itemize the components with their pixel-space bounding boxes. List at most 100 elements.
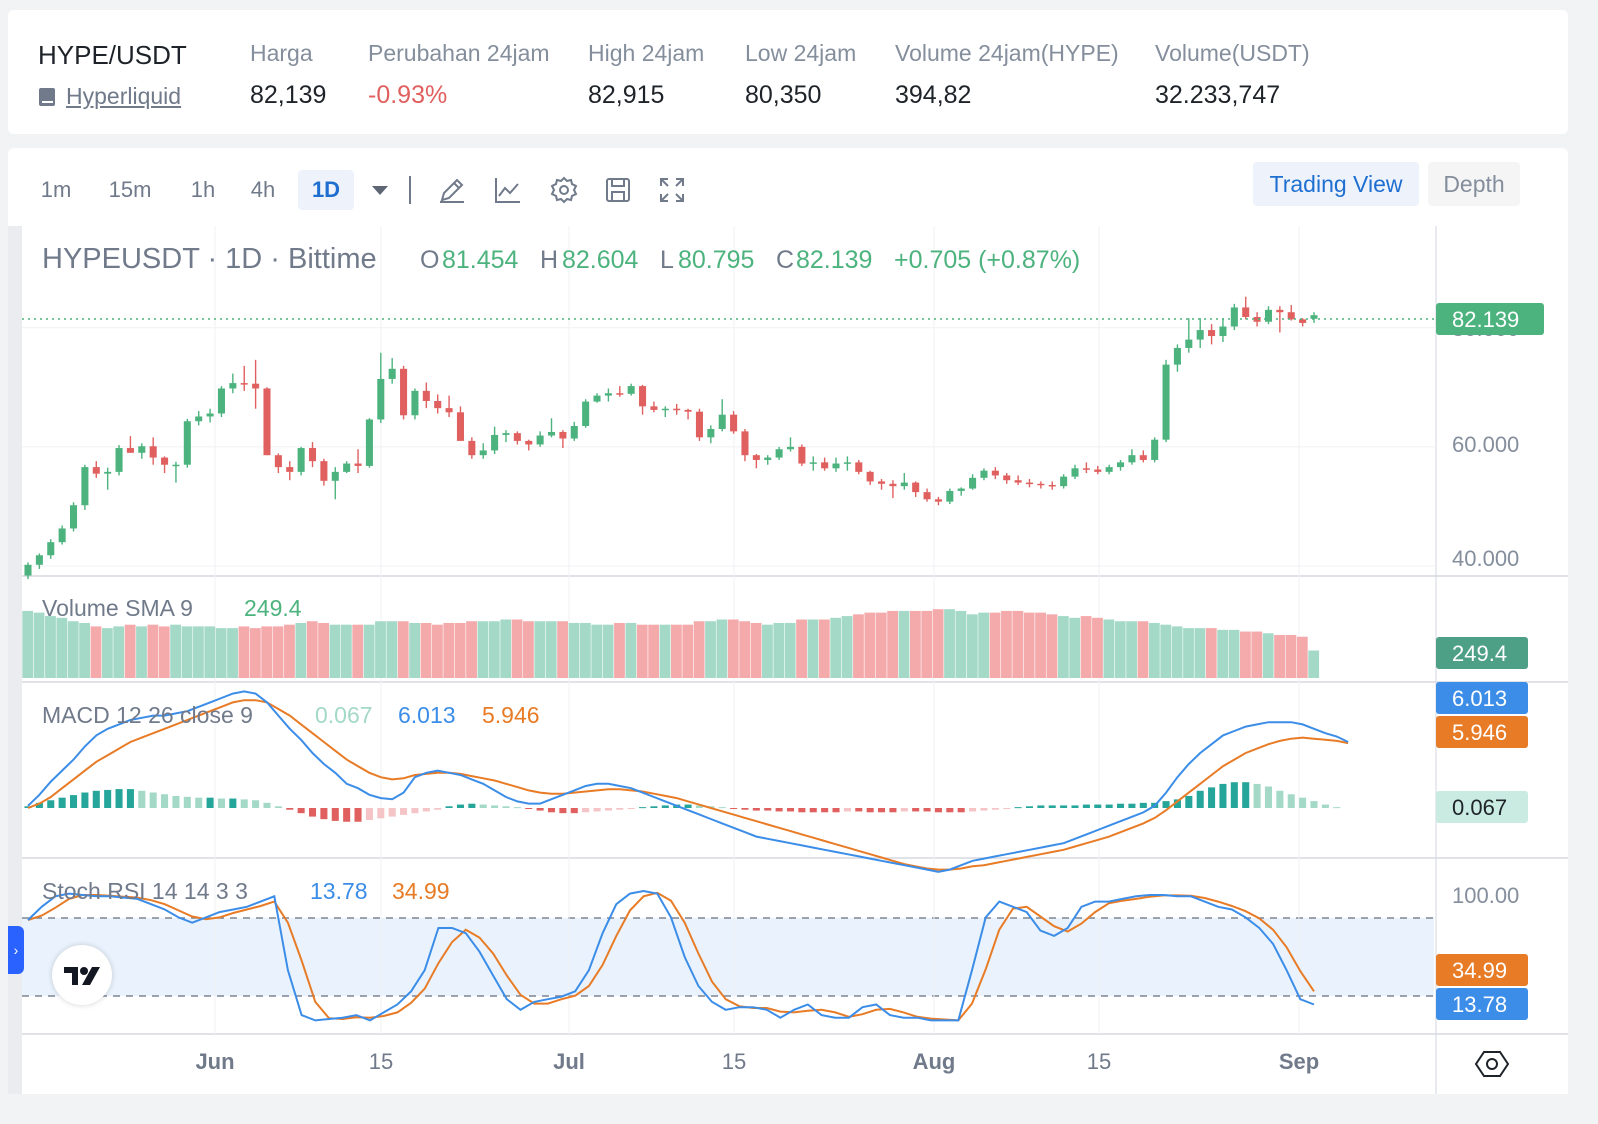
macd-hist-bar [172, 795, 180, 808]
candle-body [786, 446, 795, 450]
macd-hist-bar [900, 808, 908, 812]
volume-bar [1092, 617, 1103, 678]
macd-hist-bar [491, 805, 499, 808]
macd-hist-bar [1230, 782, 1238, 808]
volume-bar [158, 626, 170, 678]
candle-body [1196, 330, 1204, 340]
macd-hist-bar [1276, 790, 1284, 808]
depth-button[interactable]: Depth [1428, 162, 1520, 206]
market-summary-card: HYPE/USDT Hyperliquid Harga 82,139 Perub… [8, 10, 1568, 134]
candle-body [354, 463, 362, 466]
candle-body [343, 463, 351, 472]
macd-hist-bar [627, 808, 635, 809]
candle-body [775, 449, 783, 458]
volume-bar [909, 610, 921, 678]
candle-body [365, 419, 373, 466]
timeframe-15m[interactable]: 15m [108, 177, 152, 202]
macd-hist-bar [138, 790, 146, 808]
macd-hist-bar [730, 808, 738, 809]
candle-body [58, 528, 66, 543]
macd-hist-bar [969, 808, 977, 812]
svg-text:81.454: 81.454 [442, 246, 519, 274]
volume-bar [1274, 635, 1285, 678]
macd-hist-bar [1071, 805, 1079, 808]
candle-body [388, 368, 396, 379]
stat-label: High 24jam [588, 40, 705, 66]
timeframe-1d[interactable]: 1D [298, 170, 354, 210]
svg-text:O: O [420, 246, 439, 274]
volume-bar [170, 624, 182, 678]
timeframe-1h[interactable]: 1h [190, 177, 216, 202]
stat-price: Harga 82,139 [250, 40, 326, 110]
price-tick: 60.000 [1452, 432, 1519, 457]
volume-bar [1148, 622, 1160, 678]
macd-hist-bar [934, 808, 942, 813]
macd-hist-bar [821, 808, 829, 813]
pencil-icon[interactable] [436, 174, 468, 206]
chart-settings-icon[interactable] [1474, 1051, 1510, 1077]
gear-icon[interactable] [548, 174, 580, 206]
macd-hist-bar [593, 808, 601, 812]
side-panel-toggle[interactable]: › [8, 926, 24, 974]
volume-bar [1308, 650, 1320, 678]
x-axis-label: 15 [1087, 1049, 1111, 1074]
volume-bar [1228, 629, 1240, 678]
volume-bar [762, 624, 773, 678]
candle-body [331, 471, 339, 481]
timeframe-4h[interactable]: 4h [250, 177, 276, 202]
source-link[interactable]: Hyperliquid [66, 83, 182, 109]
pair-source[interactable]: Hyperliquid [38, 83, 187, 110]
volume-bar [1262, 633, 1274, 678]
volume-bar [944, 609, 955, 678]
timeframe-1m[interactable]: 1m [40, 177, 72, 202]
save-icon[interactable] [602, 174, 634, 206]
stat-value: 32.233,747 [1155, 81, 1281, 109]
volume-bar [101, 628, 113, 678]
candle-body [695, 411, 703, 438]
volume-bar [1194, 628, 1206, 678]
candle-body [878, 481, 886, 484]
stat-volume-usdt: Volume(USDT) 32.233,747 [1155, 40, 1310, 110]
macd-hist-bar [946, 808, 954, 813]
candle-body [1014, 480, 1022, 483]
trading-chart[interactable]: 80.000 60.000 40.000 82.139 249.4 6.013 … [8, 226, 1568, 1094]
candle-body [1287, 312, 1295, 320]
candle-body [286, 467, 294, 472]
candle-body [661, 408, 669, 411]
macd-hist-bar [286, 808, 294, 810]
macd-hist-bar [69, 795, 78, 808]
volume-bar [568, 622, 580, 678]
candle-body [172, 464, 180, 467]
candle-body [673, 408, 681, 411]
macd-pane [24, 690, 1349, 873]
volume-bar [727, 619, 739, 678]
fullscreen-icon[interactable] [656, 174, 688, 206]
macd-hist-bar [320, 808, 328, 820]
volume-bar [750, 622, 762, 678]
volume-bar [932, 609, 944, 678]
macd-hist-bar [980, 808, 988, 811]
macd-hist-bar [604, 808, 612, 811]
candle-body [1082, 468, 1090, 470]
svg-text:82.139: 82.139 [796, 246, 872, 274]
volume-bar [181, 626, 193, 678]
macd-hist-bar [1287, 794, 1295, 808]
volume-bar [807, 619, 819, 678]
volume-bar [1001, 610, 1012, 678]
stat-low-24h: Low 24jam 80,350 [745, 40, 856, 110]
volume-bar [545, 621, 557, 678]
candles [24, 296, 1318, 580]
macd-hist-bar [1117, 803, 1125, 808]
trading-view-button[interactable]: Trading View [1253, 162, 1419, 206]
candle-body [934, 499, 942, 502]
candle-body [1264, 309, 1273, 322]
volume-bar [113, 626, 125, 678]
macd-hist-bar [479, 804, 487, 808]
chevron-down-icon[interactable] [364, 174, 396, 206]
volume-bar [716, 619, 728, 678]
x-axis-label: Jul [553, 1049, 585, 1074]
candle-body [491, 434, 499, 451]
macd-hist-bar [400, 808, 408, 815]
indicator-icon[interactable] [492, 174, 524, 206]
volume-bar [477, 621, 489, 678]
